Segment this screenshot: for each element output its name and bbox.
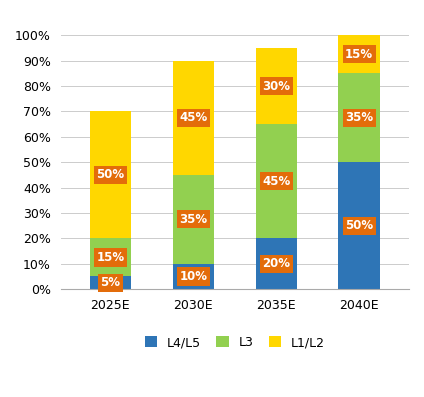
Bar (338, 73, 380, 162)
Bar (173, 264, 214, 289)
Bar (173, 61, 214, 175)
Bar (338, 162, 380, 289)
Text: 20%: 20% (262, 257, 290, 270)
Text: 5%: 5% (100, 276, 120, 289)
Text: 10%: 10% (179, 270, 207, 283)
Legend: L4/L5, L3, L1/L2: L4/L5, L3, L1/L2 (139, 331, 330, 354)
Bar (338, 35, 380, 73)
Bar (89, 112, 131, 239)
Text: 45%: 45% (179, 111, 207, 124)
Text: 15%: 15% (345, 48, 373, 61)
Bar (89, 239, 131, 276)
Bar (173, 175, 214, 264)
Text: 15%: 15% (96, 251, 124, 264)
Text: 45%: 45% (262, 175, 290, 188)
Text: 35%: 35% (179, 213, 207, 226)
Text: 50%: 50% (345, 219, 373, 232)
Bar (256, 239, 297, 289)
Text: 30%: 30% (262, 79, 290, 93)
Text: 50%: 50% (96, 168, 124, 181)
Text: 35%: 35% (345, 111, 373, 124)
Bar (89, 276, 131, 289)
Bar (256, 124, 297, 239)
Bar (256, 48, 297, 124)
